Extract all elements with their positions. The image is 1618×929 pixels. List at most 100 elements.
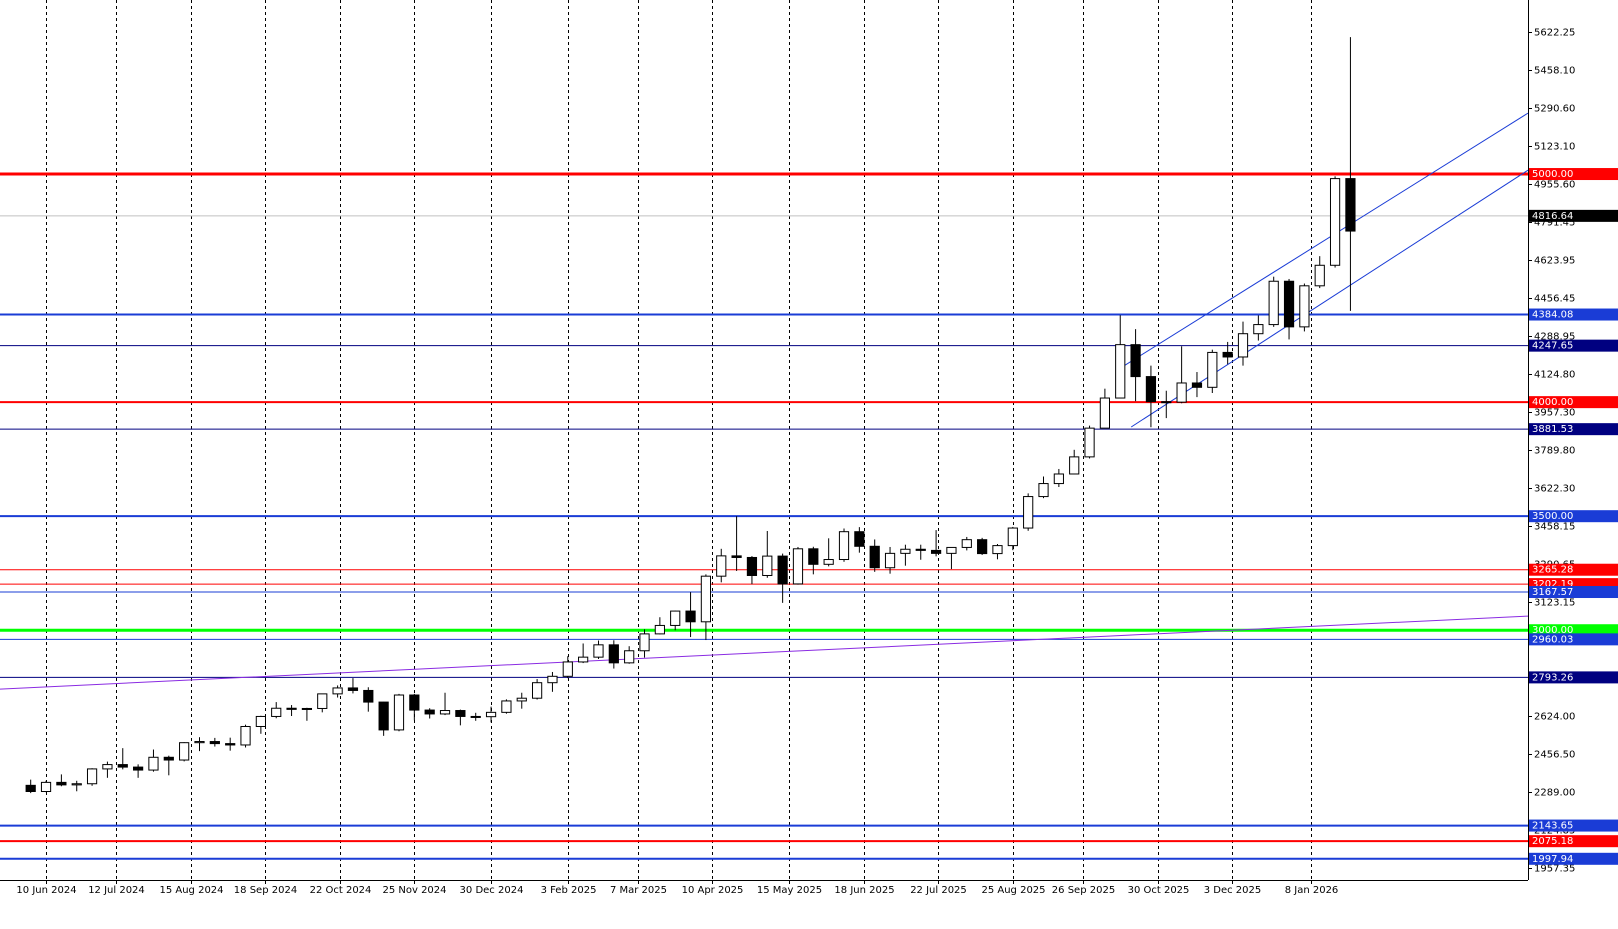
candle-body — [286, 707, 297, 710]
candle-body — [40, 781, 52, 792]
candle-body — [424, 709, 435, 715]
candle-body — [977, 539, 988, 555]
y-tick-label: 3622.30 — [1534, 484, 1575, 495]
candle-body — [439, 710, 451, 715]
trend-line — [0, 615, 1529, 690]
level-label-box — [1529, 396, 1618, 409]
candle-body — [363, 689, 374, 703]
candle-body — [792, 548, 804, 585]
candle-body — [1191, 382, 1203, 388]
candle-body — [332, 687, 343, 695]
candle-body — [409, 694, 420, 711]
candle-body — [700, 575, 712, 623]
level-label: 3167.57 — [1532, 587, 1573, 598]
y-tick-label: 1957.35 — [1534, 864, 1575, 875]
candle-body — [869, 545, 880, 569]
trend-line — [1119, 112, 1529, 369]
x-tick-label: 3 Feb 2025 — [541, 885, 597, 896]
x-tick-label: 18 Jun 2025 — [834, 885, 894, 896]
candle-body — [378, 701, 389, 731]
candle-body — [1099, 397, 1110, 429]
candle-body — [578, 656, 589, 663]
level-label-box — [1529, 671, 1618, 684]
x-tick-label: 22 Jul 2025 — [910, 885, 967, 896]
level-label: 2793.26 — [1532, 672, 1573, 683]
candle-body — [562, 661, 573, 677]
candle-body — [1007, 527, 1018, 547]
candle-body — [485, 711, 497, 718]
candle-body — [1145, 376, 1157, 403]
x-tick-label: 25 Nov 2024 — [382, 885, 446, 896]
candle-body — [1329, 178, 1341, 266]
candle-body — [1299, 285, 1310, 328]
y-tick-label: 3458.15 — [1534, 522, 1575, 533]
level-label-box — [1529, 168, 1618, 181]
level-label: 4384.08 — [1532, 310, 1573, 321]
level-label-box — [1529, 586, 1618, 599]
candle-body — [240, 725, 251, 746]
candle-body — [56, 781, 67, 786]
level-label: 2075.18 — [1532, 836, 1573, 847]
candle-body — [1023, 496, 1034, 529]
x-tick-label: 8 Jan 2026 — [1285, 885, 1339, 896]
level-label: 2143.65 — [1532, 821, 1573, 832]
level-label-box — [1529, 563, 1618, 576]
x-tick-label: 12 Jul 2024 — [88, 885, 145, 896]
candle-body — [716, 555, 727, 577]
candle-body — [102, 764, 113, 770]
candle-body — [209, 741, 220, 745]
candle-body — [86, 768, 98, 785]
candle-body — [71, 783, 82, 786]
candle-body — [961, 539, 972, 548]
x-tick-label: 26 Sep 2025 — [1052, 885, 1115, 896]
candle-body — [148, 756, 159, 771]
y-tick-label: 5290.60 — [1534, 104, 1575, 115]
candle-body — [1053, 473, 1064, 485]
x-tick-label: 30 Dec 2024 — [460, 885, 524, 896]
candle-body — [1268, 280, 1279, 326]
candle-body — [1283, 280, 1295, 328]
y-tick-label: 4288.95 — [1534, 332, 1575, 343]
candle-body — [470, 715, 481, 718]
candle-body — [1176, 382, 1187, 403]
level-label: 3000.00 — [1532, 625, 1573, 636]
x-tick-label: 15 Aug 2024 — [159, 885, 223, 896]
candle-body — [838, 531, 850, 561]
candle-body — [854, 531, 865, 547]
y-tick-label: 4456.45 — [1534, 294, 1575, 305]
candle-body — [455, 710, 466, 717]
candle-body — [516, 697, 527, 702]
level-label: 4816.64 — [1532, 211, 1573, 222]
level-label-box — [1529, 624, 1618, 637]
candle-body — [884, 552, 896, 569]
candle-body — [501, 700, 512, 713]
level-label-box — [1529, 835, 1618, 848]
candle-body — [225, 743, 236, 746]
candle-body — [255, 715, 266, 727]
candle-body — [317, 693, 328, 709]
candle-body — [1069, 456, 1080, 475]
level-label: 1997.94 — [1532, 854, 1573, 865]
candle-body — [1115, 344, 1126, 399]
candle-body — [1222, 351, 1233, 358]
candle-body — [654, 624, 665, 635]
candle-body — [900, 548, 911, 554]
level-label: 3265.28 — [1532, 565, 1573, 576]
y-tick-label: 4623.95 — [1534, 256, 1575, 267]
y-tick-label: 5123.10 — [1534, 142, 1575, 153]
level-label: 3202.19 — [1532, 579, 1573, 590]
y-tick-label: 2289.00 — [1534, 788, 1575, 799]
candle-body — [992, 545, 1003, 555]
level-label: 4000.00 — [1532, 397, 1573, 408]
candle-body — [25, 784, 36, 792]
candle-body — [547, 675, 558, 684]
level-label: 2960.03 — [1532, 634, 1573, 645]
candle-body — [670, 610, 681, 626]
candle-body — [608, 644, 619, 664]
candle-body — [1207, 351, 1218, 388]
y-tick-label: 2624.00 — [1534, 712, 1575, 723]
x-tick-label: 18 Sep 2024 — [234, 885, 297, 896]
x-tick-label: 22 Oct 2024 — [310, 885, 372, 896]
